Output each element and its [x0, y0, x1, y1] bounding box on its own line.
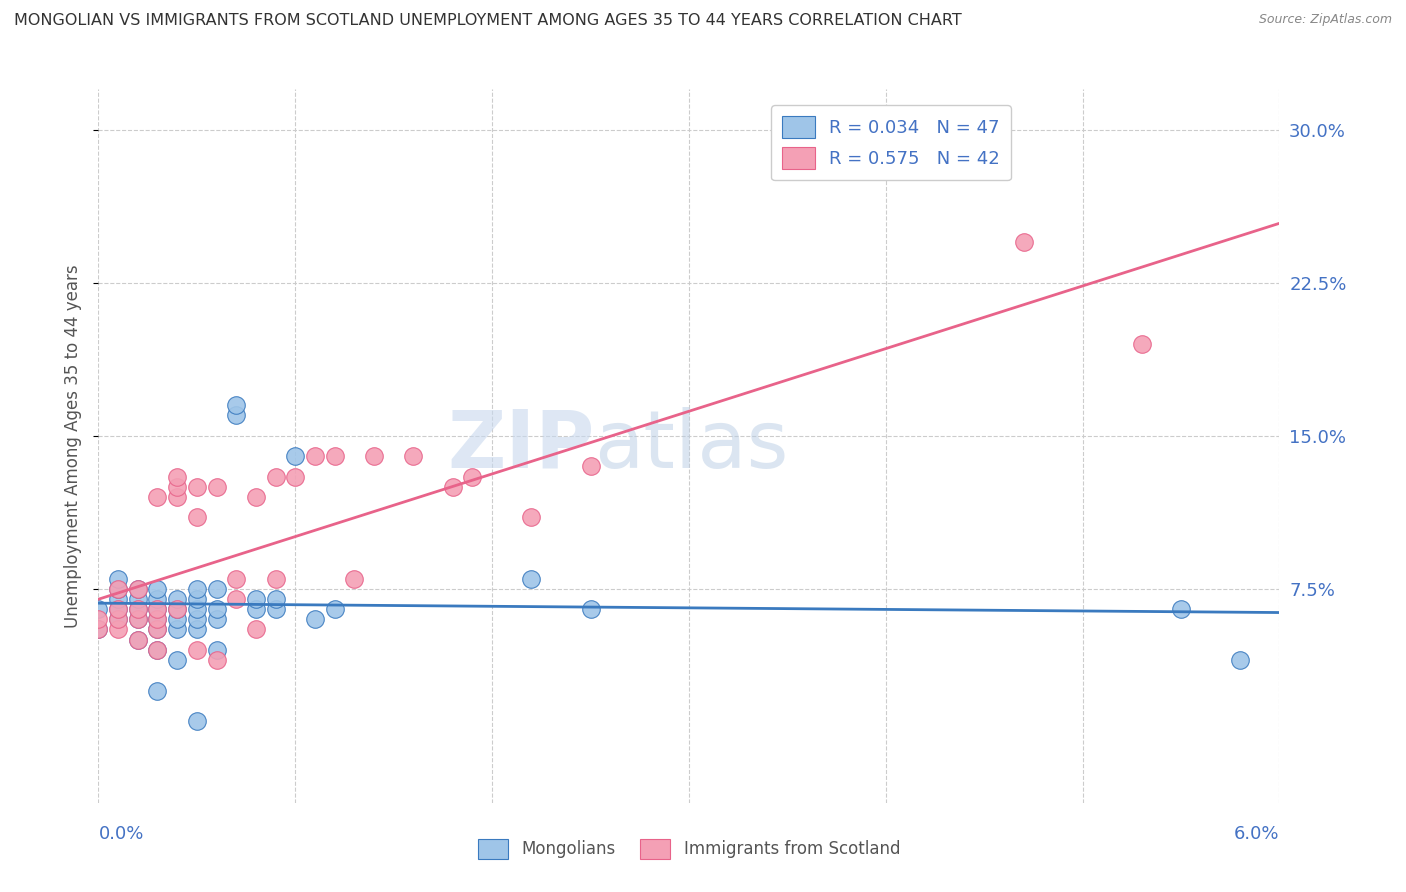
- Point: [127, 582, 149, 596]
- Point: [579, 602, 602, 616]
- Point: [205, 602, 228, 616]
- Point: [107, 602, 129, 616]
- Point: [107, 623, 129, 637]
- Point: [87, 623, 110, 637]
- Point: [146, 612, 169, 626]
- Point: [127, 602, 149, 616]
- Point: [166, 623, 188, 637]
- Point: [146, 612, 169, 626]
- Point: [87, 612, 110, 626]
- Point: [461, 469, 484, 483]
- Point: [127, 591, 149, 606]
- Point: [520, 510, 543, 524]
- Point: [186, 612, 208, 626]
- Point: [127, 632, 149, 647]
- Point: [146, 582, 169, 596]
- Y-axis label: Unemployment Among Ages 35 to 44 years: Unemployment Among Ages 35 to 44 years: [65, 264, 83, 628]
- Point: [520, 572, 543, 586]
- Point: [264, 591, 287, 606]
- Point: [402, 449, 425, 463]
- Point: [186, 591, 208, 606]
- Point: [343, 572, 366, 586]
- Point: [146, 623, 169, 637]
- Point: [107, 602, 129, 616]
- Text: Source: ZipAtlas.com: Source: ZipAtlas.com: [1258, 13, 1392, 27]
- Point: [146, 643, 169, 657]
- Point: [127, 602, 149, 616]
- Point: [107, 612, 129, 626]
- Point: [146, 591, 169, 606]
- Point: [205, 643, 228, 657]
- Point: [186, 602, 208, 616]
- Text: atlas: atlas: [595, 407, 789, 485]
- Point: [186, 582, 208, 596]
- Point: [225, 591, 247, 606]
- Point: [166, 602, 188, 616]
- Point: [146, 490, 169, 504]
- Point: [1012, 235, 1035, 249]
- Point: [107, 612, 129, 626]
- Point: [264, 572, 287, 586]
- Point: [1170, 602, 1192, 616]
- Point: [225, 409, 247, 423]
- Point: [107, 582, 129, 596]
- Point: [127, 612, 149, 626]
- Point: [87, 602, 110, 616]
- Point: [107, 582, 129, 596]
- Point: [186, 643, 208, 657]
- Point: [146, 643, 169, 657]
- Point: [146, 683, 169, 698]
- Point: [146, 602, 169, 616]
- Point: [245, 591, 267, 606]
- Point: [304, 449, 326, 463]
- Point: [205, 480, 228, 494]
- Point: [166, 591, 188, 606]
- Point: [166, 469, 188, 483]
- Point: [186, 714, 208, 729]
- Point: [264, 602, 287, 616]
- Point: [284, 469, 307, 483]
- Point: [284, 449, 307, 463]
- Point: [146, 623, 169, 637]
- Text: 0.0%: 0.0%: [98, 825, 143, 843]
- Point: [245, 490, 267, 504]
- Text: MONGOLIAN VS IMMIGRANTS FROM SCOTLAND UNEMPLOYMENT AMONG AGES 35 TO 44 YEARS COR: MONGOLIAN VS IMMIGRANTS FROM SCOTLAND UN…: [14, 13, 962, 29]
- Point: [441, 480, 464, 494]
- Point: [363, 449, 385, 463]
- Point: [304, 612, 326, 626]
- Legend: Mongolians, Immigrants from Scotland: Mongolians, Immigrants from Scotland: [471, 832, 907, 866]
- Point: [107, 572, 129, 586]
- Point: [323, 602, 346, 616]
- Point: [186, 480, 208, 494]
- Point: [264, 469, 287, 483]
- Point: [245, 623, 267, 637]
- Point: [127, 582, 149, 596]
- Point: [186, 510, 208, 524]
- Point: [186, 623, 208, 637]
- Point: [127, 632, 149, 647]
- Point: [225, 572, 247, 586]
- Point: [323, 449, 346, 463]
- Point: [87, 623, 110, 637]
- Point: [127, 612, 149, 626]
- Point: [166, 602, 188, 616]
- Text: 6.0%: 6.0%: [1234, 825, 1279, 843]
- Point: [245, 602, 267, 616]
- Point: [166, 653, 188, 667]
- Point: [579, 459, 602, 474]
- Point: [166, 490, 188, 504]
- Point: [146, 602, 169, 616]
- Point: [205, 653, 228, 667]
- Text: ZIP: ZIP: [447, 407, 595, 485]
- Point: [1130, 337, 1153, 351]
- Point: [205, 582, 228, 596]
- Point: [225, 398, 247, 412]
- Point: [205, 612, 228, 626]
- Point: [107, 591, 129, 606]
- Point: [166, 480, 188, 494]
- Point: [166, 612, 188, 626]
- Point: [1229, 653, 1251, 667]
